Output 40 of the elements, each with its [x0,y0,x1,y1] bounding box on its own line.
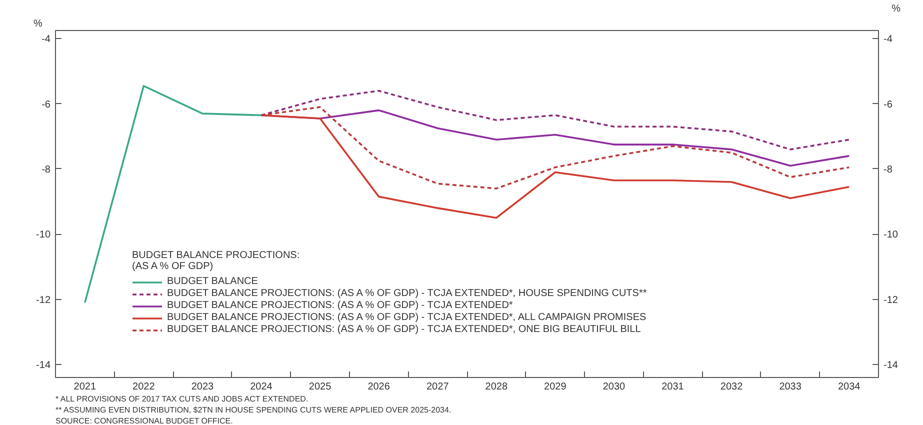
x-tick-label: 2026 [368,382,390,392]
x-tick-label: 2031 [662,382,684,392]
text: * ALL PROVISIONS OF 2017 TAX CUTS AND JOBS ACT EXTENDED. [56,394,308,404]
x-tick-label: 2029 [544,382,567,392]
x-tick-label: 2030 [602,382,626,392]
y-tick-label: -4 [42,34,51,46]
legend-label: BUDGET BALANCE PROJECTIONS: (AS A % OF GDP) - TCJA EXTENDED*, ONE BIG BEAUTIFUL BILL [167,324,641,335]
x-tick-label: 2034 [838,382,861,392]
y-tick-label: -14 [36,360,51,371]
x-tick-label: 2023 [191,382,214,392]
y-tick-label: -8 [42,164,51,176]
legend-label: BUDGET BALANCE PROJECTIONS: (AS A % OF GDP) - TCJA EXTENDED*, ALL CAMPAIGN PROMISES [167,312,646,323]
x-tick-label: 2024 [250,382,273,392]
y2-axis-title: % [892,4,901,14]
x-tick-label: 2028 [485,382,508,392]
y2-tick-label: -8 [884,164,893,176]
x-tick-label: 2021 [74,382,96,392]
y2-tick-label: -6 [884,99,893,110]
x-tick-label: 2022 [132,382,156,392]
y-tick-label: -12 [36,294,51,306]
line-series [260,90,850,150]
text: ** ASSUMING EVEN DISTRIBUTION, $2TN IN HOUSE SPENDING CUTS WERE APPLIED OVER 2025-2034. [56,406,452,414]
source-note: SOURCE: CONGRESSIONAL BUDGET OFFICE. [56,416,233,425]
x-tick-label: 2025 [308,382,332,392]
y2-tick-label: -10 [884,230,898,241]
y-tick-label: -10 [36,230,51,241]
y2-tick-label: -4 [884,34,893,46]
legend-label: BUDGET BALANCE PROJECTIONS: (AS A % OF GDP) - TCJA EXTENDED* [167,300,513,311]
y2-tick-label: -14 [884,360,898,371]
line-series [260,114,850,219]
y-tick-label: -6 [42,99,51,110]
y2-tick-label: -12 [884,294,898,306]
legend-label: BUDGET BALANCE PROJECTIONS: (AS A % OF GDP) - TCJA EXTENDED*, HOUSE SPENDING CUTS** [167,288,647,299]
x-tick-label: 2027 [426,382,450,392]
line-series [260,106,850,190]
legend-label: BUDGET BALANCE [167,276,258,287]
legend-title: BUDGET BALANCE PROJECTIONS: (AS A % OF GDP) [132,250,301,272]
x-tick-label: 2033 [779,382,802,392]
x-tick-label: 2032 [720,382,744,392]
y-axis-title: % [34,18,42,30]
